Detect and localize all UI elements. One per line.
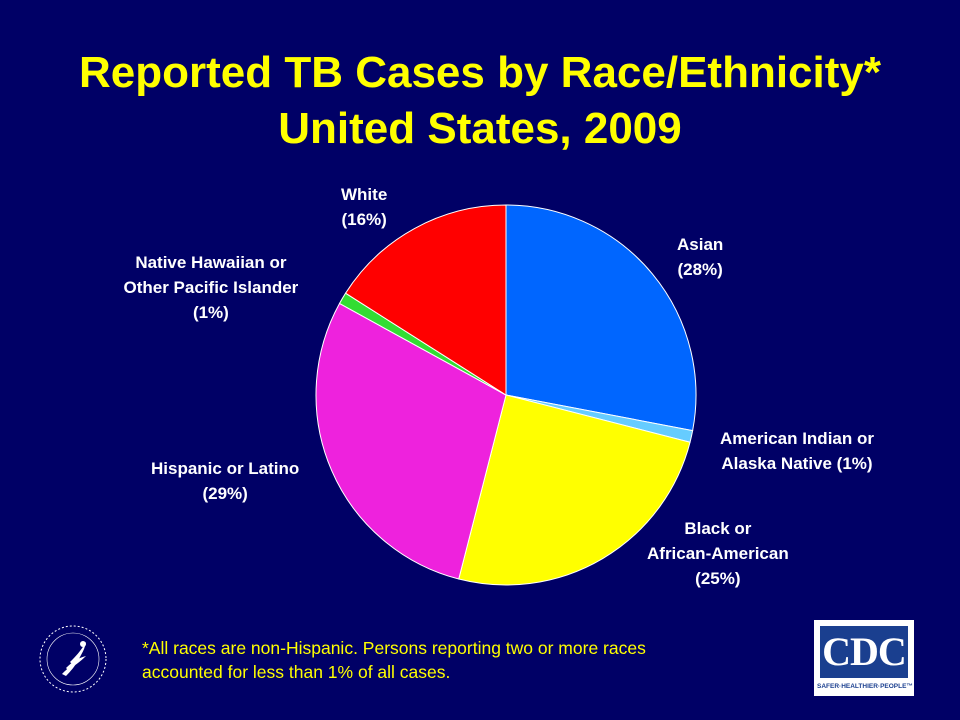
- slice-label-line: (28%): [677, 260, 723, 279]
- slice-label-line: Alaska Native (1%): [721, 454, 873, 473]
- slice-label-line: (25%): [695, 569, 741, 588]
- slice-label-line: Asian: [677, 235, 724, 254]
- slice-label-line: White: [341, 185, 388, 204]
- cdc-logo-text: CDC: [820, 626, 908, 678]
- slice-label-line: Native Hawaiian or: [135, 253, 287, 272]
- pie-slice: [344, 204, 507, 396]
- footnote-line-2: accounted for less than 1% of all cases.: [142, 662, 451, 682]
- slice-label-line: (1%): [192, 303, 229, 322]
- pie-slice: [505, 204, 697, 432]
- slice-label-line: Black or: [684, 519, 752, 538]
- hhs-seal-icon: [39, 625, 107, 693]
- cdc-logo-tagline: SAFER·HEALTHIER·PEOPLE™: [817, 683, 913, 690]
- chart-title-line-1: Reported TB Cases by Race/Ethnicity*: [78, 48, 881, 97]
- slice-label: Asian (28%): [677, 232, 723, 282]
- cdc-logo: CDC SAFER·HEALTHIER·PEOPLE™: [814, 620, 914, 696]
- slice-label: Hispanic or Latino (29%): [151, 456, 299, 506]
- slice-label: American Indian or Alaska Native (1%): [720, 426, 874, 476]
- slice-label: White (16%): [341, 182, 387, 232]
- slice-label-line: (16%): [341, 210, 387, 229]
- slice-label-line: Hispanic or Latino: [151, 459, 300, 478]
- slice-label: Black or African-American (25%): [647, 516, 789, 591]
- slice-label-line: American Indian or: [720, 429, 874, 448]
- slice-label-line: African-American: [647, 544, 789, 563]
- footnote: *All races are non-Hispanic. Persons rep…: [142, 636, 822, 684]
- pie-slice: [458, 394, 691, 586]
- footnote-line-1: *All races are non-Hispanic. Persons rep…: [142, 638, 646, 658]
- slice-label: Native Hawaiian or Other Pacific Islander…: [124, 250, 299, 325]
- slice-label-line: Other Pacific Islander: [123, 278, 299, 297]
- chart-title-line-2: United States, 2009: [278, 104, 682, 153]
- pie-slice: [315, 302, 507, 580]
- slice-label-line: (29%): [202, 484, 248, 503]
